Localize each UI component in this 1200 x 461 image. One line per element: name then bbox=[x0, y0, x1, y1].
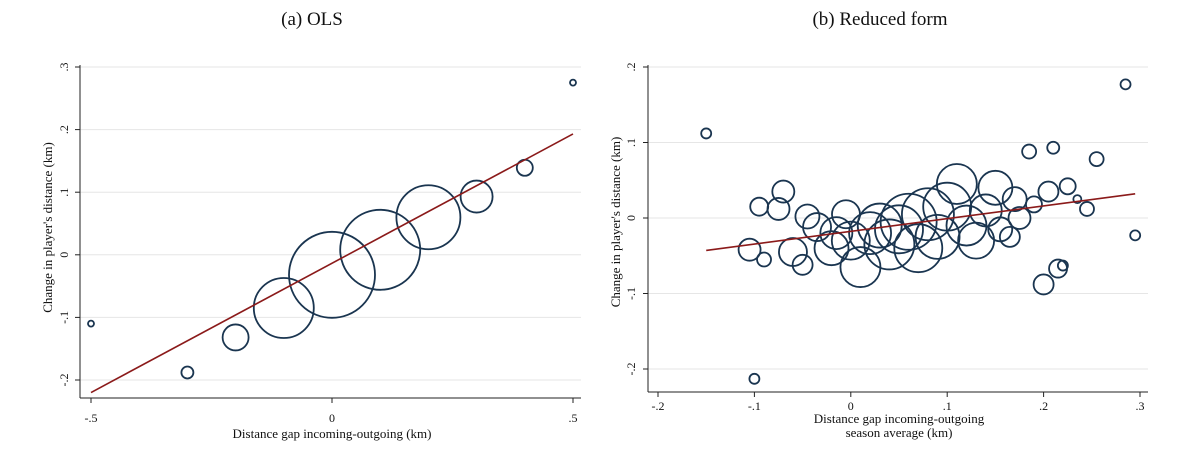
x-tick-label: -.1 bbox=[748, 399, 761, 413]
x-tick-label: 0 bbox=[329, 411, 335, 425]
data-point bbox=[700, 127, 713, 140]
data-point bbox=[794, 203, 821, 230]
y-tick-label: .3 bbox=[57, 63, 71, 72]
data-point bbox=[968, 193, 1003, 228]
data-point bbox=[1088, 151, 1105, 168]
x-tick-label: .3 bbox=[1136, 399, 1145, 413]
y-tick-label: .1 bbox=[624, 138, 638, 147]
data-point bbox=[830, 220, 871, 261]
data-point bbox=[180, 365, 195, 380]
data-point bbox=[748, 372, 761, 385]
x-axis-label: season average (km) bbox=[846, 425, 953, 440]
data-point bbox=[977, 169, 1014, 206]
data-point bbox=[1021, 143, 1038, 160]
y-tick-label: -.2 bbox=[624, 363, 638, 376]
data-point bbox=[1079, 201, 1095, 217]
data-point bbox=[1025, 195, 1043, 214]
chart-1: (b) Reduced form -.2 -.1 0 .1 .2 -.2 -.1 0 .1 .2 .3… bbox=[608, 9, 1148, 440]
data-point bbox=[893, 223, 944, 274]
data-point bbox=[288, 230, 376, 319]
y-tick-label: 0 bbox=[57, 252, 71, 258]
y-tick-label: .2 bbox=[57, 125, 71, 134]
data-point bbox=[819, 216, 854, 251]
data-point bbox=[935, 163, 978, 205]
y-tick-label: -.1 bbox=[624, 287, 638, 300]
data-point bbox=[1058, 177, 1077, 196]
data-point bbox=[879, 192, 938, 251]
x-tick-label: .2 bbox=[1039, 399, 1048, 413]
x-tick-label: -.2 bbox=[652, 399, 665, 413]
data-point bbox=[874, 204, 924, 255]
data-point bbox=[901, 187, 955, 242]
fit-line bbox=[90, 133, 574, 394]
data-point bbox=[856, 202, 903, 249]
chart-title: (a) OLS bbox=[281, 9, 343, 30]
data-point bbox=[914, 213, 961, 260]
data-point bbox=[766, 197, 791, 221]
data-point bbox=[1129, 229, 1142, 242]
data-point bbox=[1007, 206, 1032, 230]
y-axis-label: Change in player's distance (km) bbox=[40, 142, 55, 313]
fit-line bbox=[706, 193, 1136, 252]
data-point bbox=[998, 225, 1021, 248]
data-point bbox=[1046, 140, 1061, 155]
y-axis-label: Change in player's distance (km) bbox=[608, 137, 623, 308]
x-tick-label: 0 bbox=[848, 399, 854, 413]
x-axis-label: Distance gap incoming-outgoing bbox=[814, 411, 985, 426]
data-point bbox=[831, 199, 861, 230]
data-point bbox=[1072, 194, 1083, 205]
x-tick-label: .1 bbox=[943, 399, 952, 413]
data-point bbox=[749, 196, 770, 217]
data-point bbox=[252, 277, 315, 339]
data-point bbox=[771, 179, 796, 204]
x-tick-label: .5 bbox=[569, 411, 578, 425]
data-point bbox=[339, 208, 422, 291]
data-point bbox=[87, 319, 95, 328]
data-point bbox=[1119, 78, 1132, 91]
data-point bbox=[459, 179, 494, 214]
data-point bbox=[802, 212, 832, 242]
y-tick-label: -.2 bbox=[57, 374, 71, 387]
data-point bbox=[737, 237, 762, 262]
y-tick-label: .1 bbox=[57, 188, 71, 197]
y-tick-label: -.1 bbox=[57, 311, 71, 324]
y-tick-label: .2 bbox=[624, 63, 638, 72]
data-point bbox=[1032, 273, 1055, 296]
data-point bbox=[791, 253, 814, 276]
data-point bbox=[756, 251, 772, 268]
data-point bbox=[1037, 180, 1060, 203]
data-point bbox=[1001, 186, 1028, 213]
data-point bbox=[221, 323, 250, 352]
x-axis-label: Distance gap incoming-outgoing (km) bbox=[233, 426, 432, 441]
chart-title: (b) Reduced form bbox=[812, 9, 947, 30]
chart-0: (a) OLS -.2 -.1 0 .1 .2 .3 -.5 0 .5 Change in play… bbox=[40, 9, 581, 441]
data-point bbox=[395, 184, 462, 251]
data-point bbox=[1056, 259, 1069, 272]
data-point bbox=[863, 218, 916, 271]
y-tick-label: 0 bbox=[624, 215, 638, 221]
data-point bbox=[813, 230, 850, 267]
x-tick-label: -.5 bbox=[85, 411, 98, 425]
data-point bbox=[569, 78, 577, 87]
data-point bbox=[848, 211, 892, 256]
